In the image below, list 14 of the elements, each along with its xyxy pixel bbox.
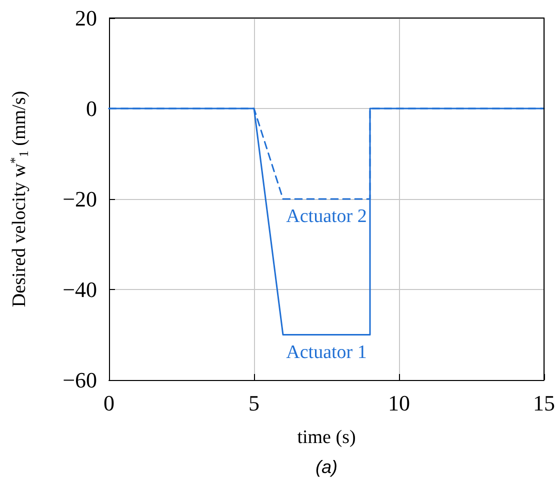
y-tick-label: −20 <box>62 186 97 212</box>
y-tick-label: −40 <box>62 277 97 302</box>
x-tick-label: 5 <box>248 390 260 416</box>
x-tick-label: 10 <box>388 390 410 416</box>
x-axis-title: time (s) <box>297 427 356 448</box>
text: (a) <box>316 457 338 477</box>
y-tick-label: 20 <box>75 6 97 30</box>
series-label: Actuator 2 <box>286 206 367 227</box>
y-tick-label: 0 <box>86 96 97 121</box>
y-axis-title: Desired velocity w*1 (mm/s) <box>7 90 31 308</box>
x-tick-label: 15 <box>533 390 555 416</box>
x-tick-label: 0 <box>104 390 114 416</box>
y-tick-label: −60 <box>62 368 97 392</box>
series-label: Actuator 1 <box>286 342 367 363</box>
